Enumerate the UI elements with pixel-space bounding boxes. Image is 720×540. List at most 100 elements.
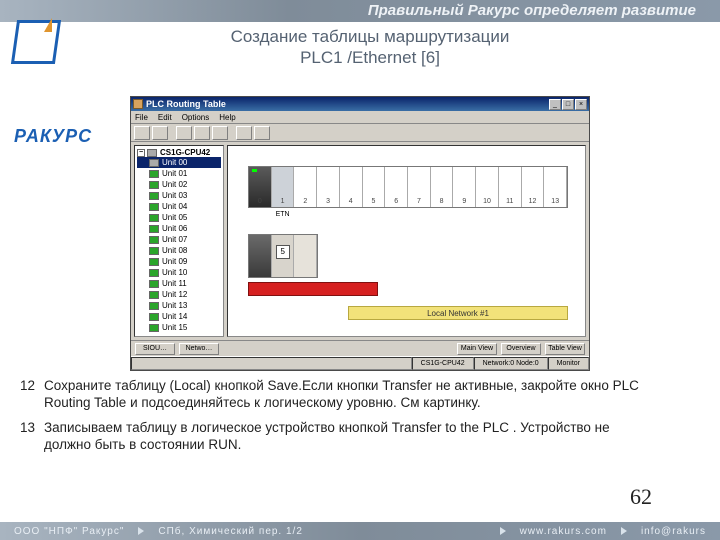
slot-number: 5 xyxy=(363,198,385,205)
menu-edit[interactable]: Edit xyxy=(158,113,172,122)
top-banner: Правильный Ракурс определяет развитие xyxy=(0,0,720,22)
unit-chip-icon xyxy=(149,181,159,189)
view-table-button[interactable]: Table View xyxy=(545,343,585,355)
status-bar: CS1G-CPU42 Network:0 Node:0 Monitor xyxy=(131,356,589,370)
collapse-icon[interactable]: − xyxy=(137,149,145,157)
slot-number: 6 xyxy=(385,198,407,205)
unit-chip-icon xyxy=(149,192,159,200)
footer: ООО "НПФ" Ракурс" СПб, Химический пер. 1… xyxy=(0,522,720,540)
status-net: Network:0 Node:0 xyxy=(474,357,548,370)
toolbar-separator xyxy=(170,126,174,140)
tree-unit-label: Unit 02 xyxy=(162,180,187,189)
rack-slot[interactable]: 3 xyxy=(317,167,340,207)
tree-unit-item[interactable]: Unit 12 xyxy=(137,289,221,300)
cpu-chip-icon xyxy=(147,149,157,157)
instruction-item: 12 Сохраните таблицу (Local) кнопкой Sav… xyxy=(20,378,660,412)
tree-unit-label: Unit 03 xyxy=(162,191,187,200)
tree-unit-item[interactable]: Unit 05 xyxy=(137,212,221,223)
instruction-list: 12 Сохраните таблицу (Local) кнопкой Sav… xyxy=(20,378,660,462)
window-title: PLC Routing Table xyxy=(146,99,548,109)
window-body: − CS1G-CPU42 Unit 00Unit 01Unit 02 Unit 0… xyxy=(131,142,589,340)
toolbar-button[interactable] xyxy=(152,126,168,140)
rack-slot[interactable]: 10 xyxy=(476,167,499,207)
menu-file[interactable]: File xyxy=(135,113,148,122)
rack-slot[interactable]: 4 xyxy=(340,167,363,207)
tree-unit-label: Unit 08 xyxy=(162,246,187,255)
tree-unit-label: Unit 10 xyxy=(162,268,187,277)
toolbar-button[interactable] xyxy=(254,126,270,140)
tree-unit-item[interactable]: Unit 03 xyxy=(137,190,221,201)
tree-unit-item[interactable]: Unit 08 xyxy=(137,245,221,256)
toolbar-button[interactable] xyxy=(134,126,150,140)
tree-unit-label: Unit 12 xyxy=(162,290,187,299)
rack-slot[interactable]: 9 xyxy=(453,167,476,207)
toolbar-button[interactable] xyxy=(194,126,210,140)
toolbar-button[interactable] xyxy=(176,126,192,140)
close-button[interactable]: × xyxy=(575,99,587,110)
rack-slot[interactable]: 5 xyxy=(363,167,386,207)
unit-chip-icon xyxy=(149,225,159,233)
view-main-button[interactable]: Main View xyxy=(457,343,497,355)
tree-unit-item[interactable]: Unit 00 xyxy=(137,157,221,168)
tree-panel: − CS1G-CPU42 Unit 00Unit 01Unit 02 Unit 0… xyxy=(134,145,224,337)
unit-chip-icon xyxy=(149,247,159,255)
unit-chip-icon xyxy=(149,170,159,178)
footer-org: ООО "НПФ" Ракурс" xyxy=(0,526,138,537)
tab-network[interactable]: Netwo… xyxy=(179,343,219,355)
unit-chip-icon xyxy=(149,324,159,332)
logo-text: РАКУРС xyxy=(14,126,144,147)
tree-unit-item[interactable]: Unit 07 xyxy=(137,234,221,245)
unit-chip-icon xyxy=(149,302,159,310)
unit-chip-icon xyxy=(149,269,159,277)
tree-unit-item[interactable]: Unit 09 xyxy=(137,256,221,267)
logo-accent-icon xyxy=(44,18,52,32)
footer-email: info@rakurs xyxy=(627,526,720,537)
menu-help[interactable]: Help xyxy=(219,113,235,122)
tree-unit-item[interactable]: Unit 14 xyxy=(137,311,221,322)
rack-slot[interactable]: 6 xyxy=(385,167,408,207)
logo-square-icon xyxy=(11,20,61,64)
rack-slot[interactable]: 0 xyxy=(249,167,272,207)
tree-unit-item[interactable]: Unit 04 xyxy=(137,201,221,212)
slide-title: Создание таблицы маршрутизации PLC1 /Eth… xyxy=(170,26,570,69)
rack-slot[interactable]: 8 xyxy=(431,167,454,207)
menu-options[interactable]: Options xyxy=(182,113,210,122)
title-line1: Создание таблицы маршрутизации xyxy=(170,26,570,47)
tree-unit-label: Unit 09 xyxy=(162,257,187,266)
titlebar[interactable]: PLC Routing Table _ □ × xyxy=(131,97,589,111)
tree-unit-item[interactable]: Unit 06 xyxy=(137,223,221,234)
menubar: File Edit Options Help xyxy=(131,111,589,124)
tree-unit-item[interactable]: Unit 02 xyxy=(137,179,221,190)
tree-unit-label: Unit 04 xyxy=(162,202,187,211)
toolbar-button[interactable] xyxy=(236,126,252,140)
slot-number: 7 xyxy=(408,198,430,205)
tree-unit-item[interactable]: Unit 11 xyxy=(137,278,221,289)
tree-unit-item[interactable]: Unit 15 xyxy=(137,322,221,333)
slot-number: 0 xyxy=(249,198,271,205)
title-line2: PLC1 /Ethernet [6] xyxy=(170,47,570,68)
tree-unit-item[interactable]: Unit 10 xyxy=(137,267,221,278)
minimize-button[interactable]: _ xyxy=(549,99,561,110)
view-overview-button[interactable]: Overview xyxy=(501,343,541,355)
rack-slot[interactable]: 13 xyxy=(544,167,567,207)
rack-slot[interactable]: 12 xyxy=(522,167,545,207)
slot-number: 11 xyxy=(499,198,521,205)
instruction-text: Сохраните таблицу (Local) кнопкой Save.Е… xyxy=(44,378,660,412)
secondary-module: 5 xyxy=(248,234,318,278)
tree-unit-item[interactable]: Unit 01 xyxy=(137,168,221,179)
routing-canvas: 01ETN2345678910111213 5 Local Network #1 xyxy=(227,145,586,337)
rack-slot[interactable]: 1ETN xyxy=(272,167,295,207)
rack-slot[interactable]: 7 xyxy=(408,167,431,207)
tree-unit-label: Unit 14 xyxy=(162,312,187,321)
maximize-button[interactable]: □ xyxy=(562,99,574,110)
unit-chip-icon xyxy=(149,280,159,288)
tree-root[interactable]: − CS1G-CPU42 xyxy=(137,148,221,157)
rack-slot[interactable]: 2 xyxy=(294,167,317,207)
page-number: 62 xyxy=(630,484,652,510)
toolbar-button[interactable] xyxy=(212,126,228,140)
unit-chip-icon xyxy=(149,258,159,266)
tree-unit-item[interactable]: Unit 13 xyxy=(137,300,221,311)
instruction-item: 13 Записываем таблицу в логическое устро… xyxy=(20,420,660,454)
tab-siou[interactable]: SIOU… xyxy=(135,343,175,355)
rack-slot[interactable]: 11 xyxy=(499,167,522,207)
